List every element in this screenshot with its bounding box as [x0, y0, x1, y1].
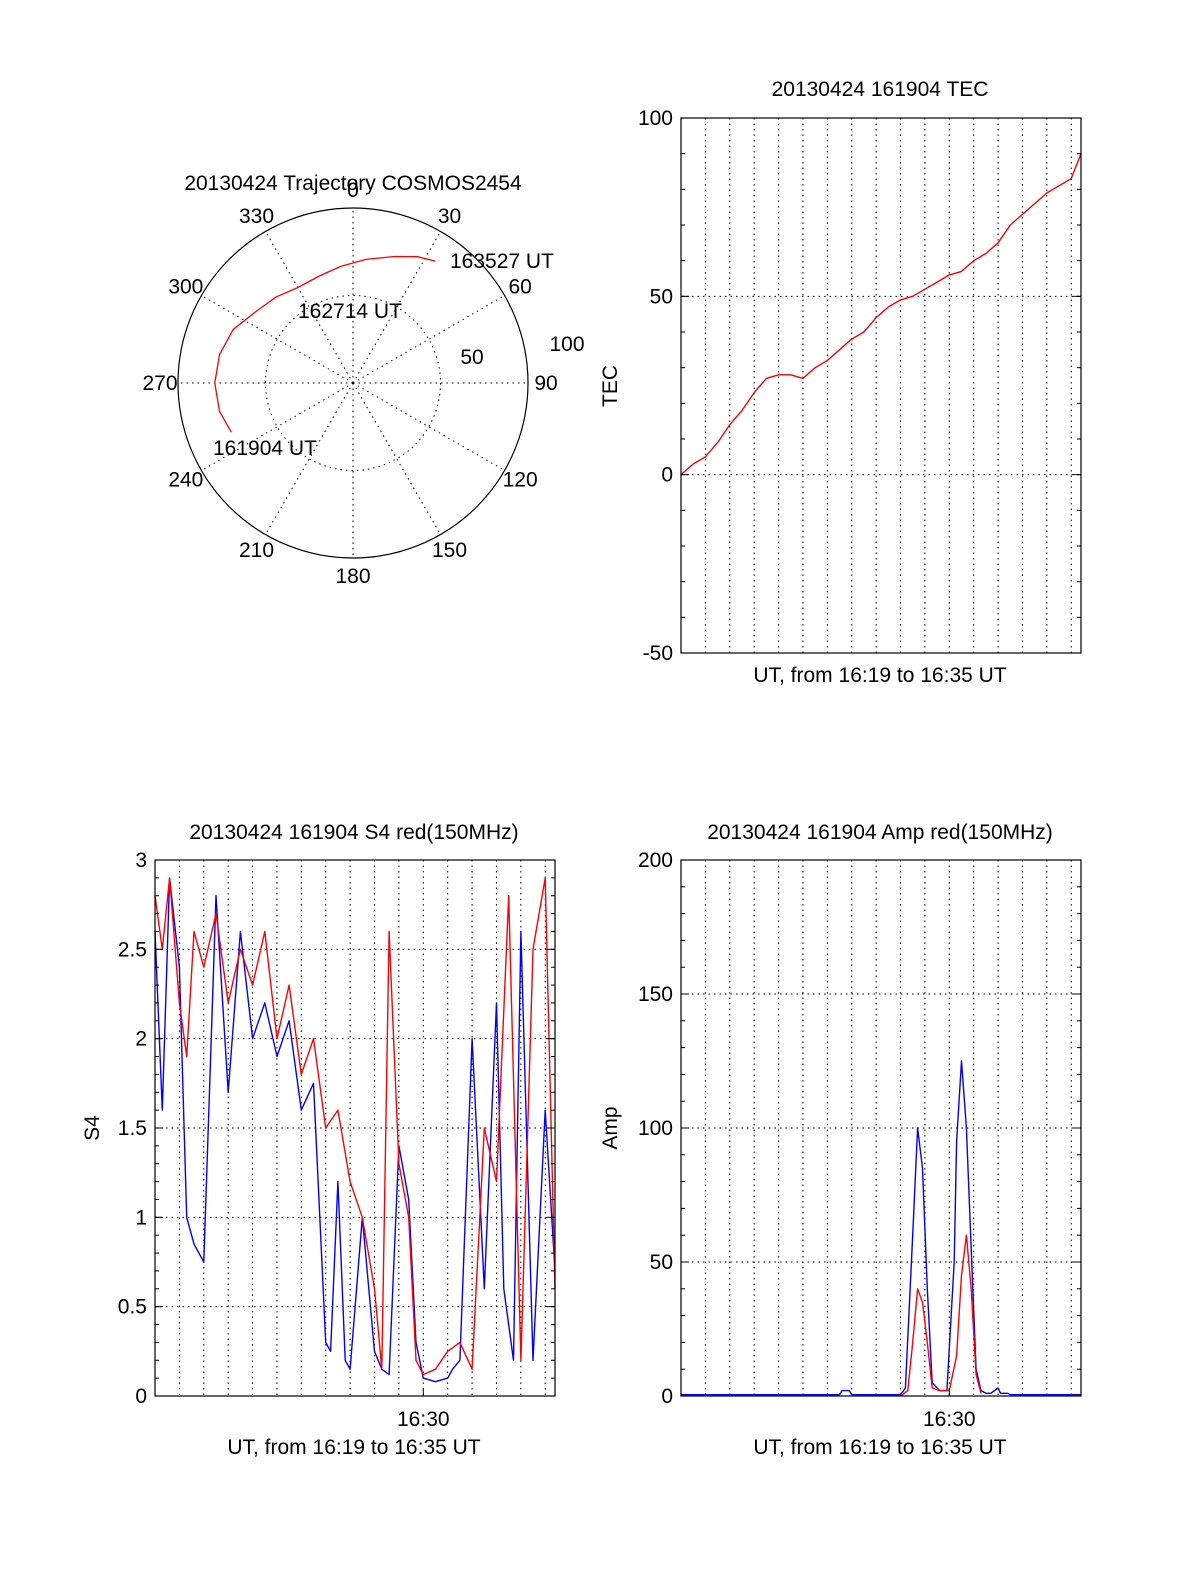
ytick-label: 0.5 — [118, 1296, 147, 1319]
annotation-mid-time: 162714 UT — [298, 300, 402, 323]
ytick-label: 100 — [638, 107, 673, 130]
tec-grid — [681, 118, 1081, 653]
polar-trajectory-panel: 20130424 Trajectory COSMOS2454 0 30 60 90 12… — [142, 172, 584, 588]
series-line — [681, 1060, 1081, 1396]
ytick-label: 0 — [661, 1385, 673, 1408]
polar-grid — [178, 208, 528, 558]
ytick-label: 100 — [638, 1117, 673, 1140]
polar-spoke — [352, 382, 505, 471]
annotation-end-time: 163527 UT — [450, 250, 554, 273]
trajectory-line — [214, 255, 436, 433]
tec-xlabel: UT, from 16:19 to 16:35 UT — [753, 664, 1006, 687]
polar-labels: 0 30 60 90 120 150 180 210 240 270 300 330 — [142, 179, 557, 588]
polar-series — [214, 255, 436, 433]
s4-xticks: 16:30 — [397, 1388, 450, 1431]
series-line — [900, 1234, 982, 1397]
angle-label: 330 — [239, 205, 274, 228]
angle-label: 210 — [239, 539, 274, 562]
amp-series — [681, 1060, 1081, 1397]
s4-panel: 20130424 161904 S4 red(150MHz) 3 2.5 2 1.5 1… — [81, 821, 556, 1459]
angle-label: 240 — [168, 469, 203, 492]
radial-label-100: 100 — [549, 333, 584, 356]
ytick-label: 1 — [135, 1206, 147, 1229]
polar-title: 20130424 Trajectory COSMOS2454 — [184, 172, 522, 195]
ytick-label: 0 — [135, 1385, 147, 1408]
s4-xlabel: UT, from 16:19 to 16:35 UT — [227, 1436, 480, 1459]
ytick-label: 3 — [135, 849, 147, 872]
ytick-label: 150 — [638, 983, 673, 1006]
ytick-label: -50 — [643, 642, 673, 665]
s4-series — [154, 877, 556, 1383]
tec-yticks: 100 50 0 -50 — [638, 107, 1081, 665]
tec-series — [680, 153, 1082, 476]
amp-xlabel: UT, from 16:19 to 16:35 UT — [753, 1436, 1006, 1459]
amp-yticks: 200 150 100 50 0 — [638, 849, 1081, 1408]
amp-plot-frame — [680, 859, 1082, 1397]
series-line — [154, 877, 556, 1383]
tec-ylabel: TEC — [599, 365, 622, 407]
ytick-label: 50 — [650, 285, 673, 308]
ytick-label: 2.5 — [118, 938, 147, 961]
ytick-label: 50 — [650, 1251, 673, 1274]
angle-label: 180 — [335, 565, 370, 588]
ytick-label: 0 — [661, 464, 673, 487]
amp-xticks: 16:30 — [923, 1388, 976, 1431]
s4-title: 20130424 161904 S4 red(150MHz) — [189, 821, 518, 844]
ytick-label: 200 — [638, 849, 673, 872]
tec-plot-frame — [680, 117, 1082, 654]
s4-ylabel: S4 — [81, 1115, 104, 1141]
angle-label: 0 — [347, 179, 359, 202]
polar-grid-circle — [265, 295, 441, 471]
amp-grid — [681, 860, 1081, 1396]
polar-outer-circle — [177, 207, 529, 559]
angle-label: 90 — [534, 372, 557, 395]
tec-title: 20130424 161904 TEC — [772, 78, 989, 101]
series-line — [154, 877, 556, 1376]
radial-label-50: 50 — [460, 346, 483, 369]
xtick-label: 16:30 — [923, 1408, 976, 1431]
angle-label: 30 — [438, 205, 461, 228]
annotation-start-time: 161904 UT — [213, 437, 317, 460]
ytick-label: 1.5 — [118, 1117, 147, 1140]
angle-label: 120 — [503, 469, 538, 492]
ytick-label: 2 — [135, 1028, 147, 1051]
angle-label: 300 — [168, 276, 203, 299]
amp-title: 20130424 161904 Amp red(150MHz) — [707, 821, 1053, 844]
xtick-label: 16:30 — [397, 1408, 450, 1431]
angle-label: 60 — [508, 276, 531, 299]
polar-spoke — [352, 382, 441, 535]
angle-label: 150 — [432, 539, 467, 562]
angle-label: 270 — [142, 372, 177, 395]
amp-panel: 20130424 161904 Amp red(150MHz) 200 150 10… — [599, 821, 1082, 1459]
s4-yticks: 3 2.5 2 1.5 1 0.5 0 — [118, 849, 555, 1408]
tec-panel: 20130424 161904 TEC 100 50 0 -50 TEC UT, fr… — [599, 78, 1082, 687]
amp-ylabel: Amp — [599, 1106, 622, 1149]
series-line — [680, 153, 1082, 476]
